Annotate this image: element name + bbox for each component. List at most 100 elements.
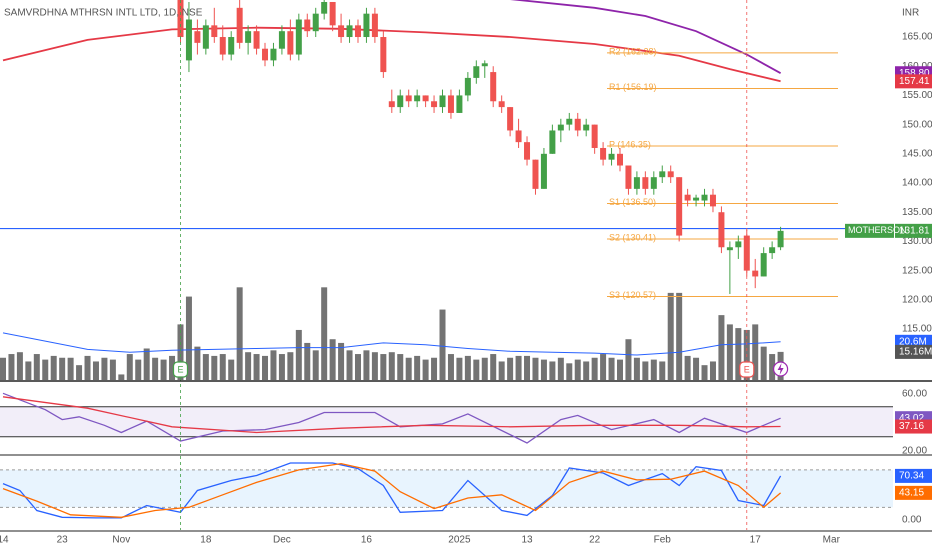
candle-body xyxy=(490,72,497,102)
candle-body xyxy=(363,13,370,38)
volume-bar xyxy=(667,292,674,380)
volume-bar xyxy=(262,355,269,380)
band-fill xyxy=(0,469,893,508)
volume-bar xyxy=(185,296,192,380)
event-marker-label: E xyxy=(177,364,183,374)
pivot-label: P (146.35) xyxy=(609,139,651,149)
stoch-pane xyxy=(0,462,893,519)
volume-bar xyxy=(456,357,463,380)
volume-bar xyxy=(25,361,32,380)
candle-body xyxy=(185,19,192,61)
y-tick-label: 135.00 xyxy=(902,207,932,218)
volume-bar xyxy=(473,359,480,380)
volume-bar xyxy=(253,354,260,380)
x-tick-label: 22 xyxy=(589,535,601,546)
candle-body xyxy=(574,118,581,131)
volume-bar xyxy=(701,365,708,380)
candle-body xyxy=(321,1,328,14)
price-tag xyxy=(895,419,932,434)
event-marker-label: E xyxy=(744,364,750,374)
indicator-line xyxy=(2,26,781,83)
candle-body xyxy=(701,194,708,201)
symbol-tag-label: MOTHERSON xyxy=(848,225,907,235)
volume-bar xyxy=(42,359,49,380)
volume-bar xyxy=(219,354,226,380)
price-tag-label: 70.34 xyxy=(899,471,924,482)
candle-body xyxy=(431,101,438,108)
volume-bar xyxy=(245,352,252,380)
candle-body xyxy=(397,95,404,108)
candle-body xyxy=(566,118,573,125)
candle-body xyxy=(202,25,209,49)
volume-bar xyxy=(709,361,716,380)
y-tick-label: 165.00 xyxy=(902,32,932,43)
candle-body xyxy=(676,177,683,236)
candle-body xyxy=(464,77,471,96)
y-tick-label: 60.00 xyxy=(902,389,927,400)
volume-bar xyxy=(338,342,345,380)
candle-body xyxy=(262,48,269,61)
volume-bar xyxy=(524,355,531,380)
volume-bar xyxy=(0,357,6,380)
indicator-line xyxy=(2,396,781,434)
candle-body xyxy=(354,25,361,38)
price-tag-label: 157.41 xyxy=(899,76,930,87)
candle-body xyxy=(532,159,539,189)
candle-body xyxy=(456,95,463,113)
candle-body xyxy=(245,31,252,43)
candle-body xyxy=(760,253,767,277)
candle-body xyxy=(194,31,201,43)
price-tag-label: 131.81 xyxy=(899,225,930,236)
x-tick-label: Nov xyxy=(112,535,130,546)
candle-body xyxy=(777,230,784,248)
candle-body xyxy=(481,63,488,67)
volume-bar xyxy=(295,329,302,380)
x-tick-label: Feb xyxy=(654,535,672,546)
pivot-label: S2 (130.41) xyxy=(609,232,656,242)
event-marker xyxy=(172,361,189,378)
price-tag-label: 43.15 xyxy=(899,488,924,499)
candle-body xyxy=(498,101,505,108)
indicator-line xyxy=(2,462,782,518)
volume-bar xyxy=(329,339,336,380)
x-tick-label: 2025 xyxy=(448,535,471,546)
volume-bar xyxy=(540,359,547,380)
volume-bar xyxy=(304,342,311,380)
candle-body xyxy=(752,270,759,277)
x-tick-label: Dec xyxy=(273,535,291,546)
volume-bar xyxy=(388,352,395,380)
volume-bar xyxy=(616,359,623,380)
volume-bar xyxy=(50,355,57,380)
volume-bar xyxy=(236,287,243,380)
volume-bar xyxy=(625,339,632,380)
volume-bar xyxy=(109,359,116,380)
volume-bar xyxy=(684,355,691,380)
volume-bar xyxy=(760,346,767,380)
candle-body xyxy=(287,31,294,55)
symbol-title: SAMVRDHNA MTHRSN INTL LTD, 1D, NSE xyxy=(4,8,203,19)
y-tick-label: 150.00 xyxy=(902,119,932,130)
volume-bar xyxy=(202,354,209,380)
volume-bar xyxy=(312,350,319,380)
volume-bar xyxy=(566,363,573,380)
candle-body xyxy=(735,241,742,248)
pivot-label: S3 (120.57) xyxy=(609,290,656,300)
candle-body xyxy=(524,142,531,160)
price-tag xyxy=(895,344,932,359)
candle-body xyxy=(549,130,556,154)
volume-bar xyxy=(321,287,328,380)
currency: INR xyxy=(902,8,919,19)
price-pane: R2 (162.28) R1 (156.19) P (146.35) S1 (136.… xyxy=(0,0,893,380)
candle-body xyxy=(684,194,691,201)
volume-bar xyxy=(447,354,454,380)
price-tag-label: 158.80 xyxy=(899,68,930,79)
pivot-label: R1 (156.19) xyxy=(609,82,657,92)
volume-bar xyxy=(177,324,184,380)
volume-bar xyxy=(464,355,471,380)
dividend-icon xyxy=(777,363,784,375)
volume-bar xyxy=(752,324,759,380)
volume-bar xyxy=(650,359,657,380)
volume-bar xyxy=(380,354,387,380)
candle-body xyxy=(667,171,674,178)
